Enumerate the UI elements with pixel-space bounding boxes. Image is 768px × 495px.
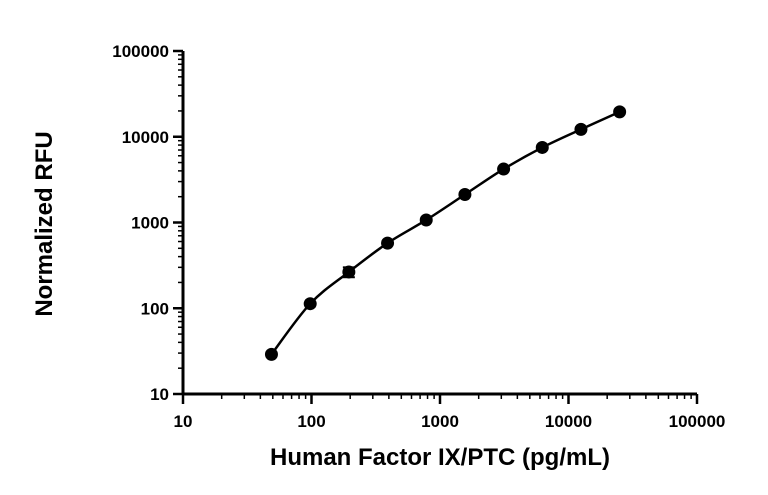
x-tick-label: 1000 <box>421 412 459 431</box>
x-tick-label: 10000 <box>545 412 592 431</box>
y-axis-title: Normalized RFU <box>31 131 58 316</box>
data-point <box>342 265 356 279</box>
data-point <box>574 122 588 136</box>
data-point <box>613 105 627 119</box>
y-tick-label: 10 <box>150 385 169 404</box>
y-tick-label: 100000 <box>112 42 169 61</box>
data-point <box>303 297 317 311</box>
x-tick-label: 10 <box>174 412 193 431</box>
y-tick-label: 10000 <box>122 128 169 147</box>
data-point <box>419 213 433 227</box>
fit-curve <box>270 110 621 356</box>
data-point <box>497 162 511 176</box>
data-points-layer <box>264 105 627 361</box>
x-tick-label: 100 <box>297 412 325 431</box>
data-point <box>458 188 472 202</box>
y-tick-label: 1000 <box>131 214 169 233</box>
data-point <box>381 236 395 250</box>
y-axis: 10 100 1000 10000 100000 <box>112 42 185 404</box>
x-axis: 10 100 1000 10000 100000 <box>174 392 726 431</box>
x-axis-title: Human Factor IX/PTC (pg/mL) <box>270 444 610 471</box>
x-tick-label: 100000 <box>669 412 726 431</box>
fit-curve-layer <box>270 110 621 356</box>
data-point <box>535 140 549 154</box>
data-point <box>264 347 278 361</box>
y-tick-label: 100 <box>141 299 169 318</box>
